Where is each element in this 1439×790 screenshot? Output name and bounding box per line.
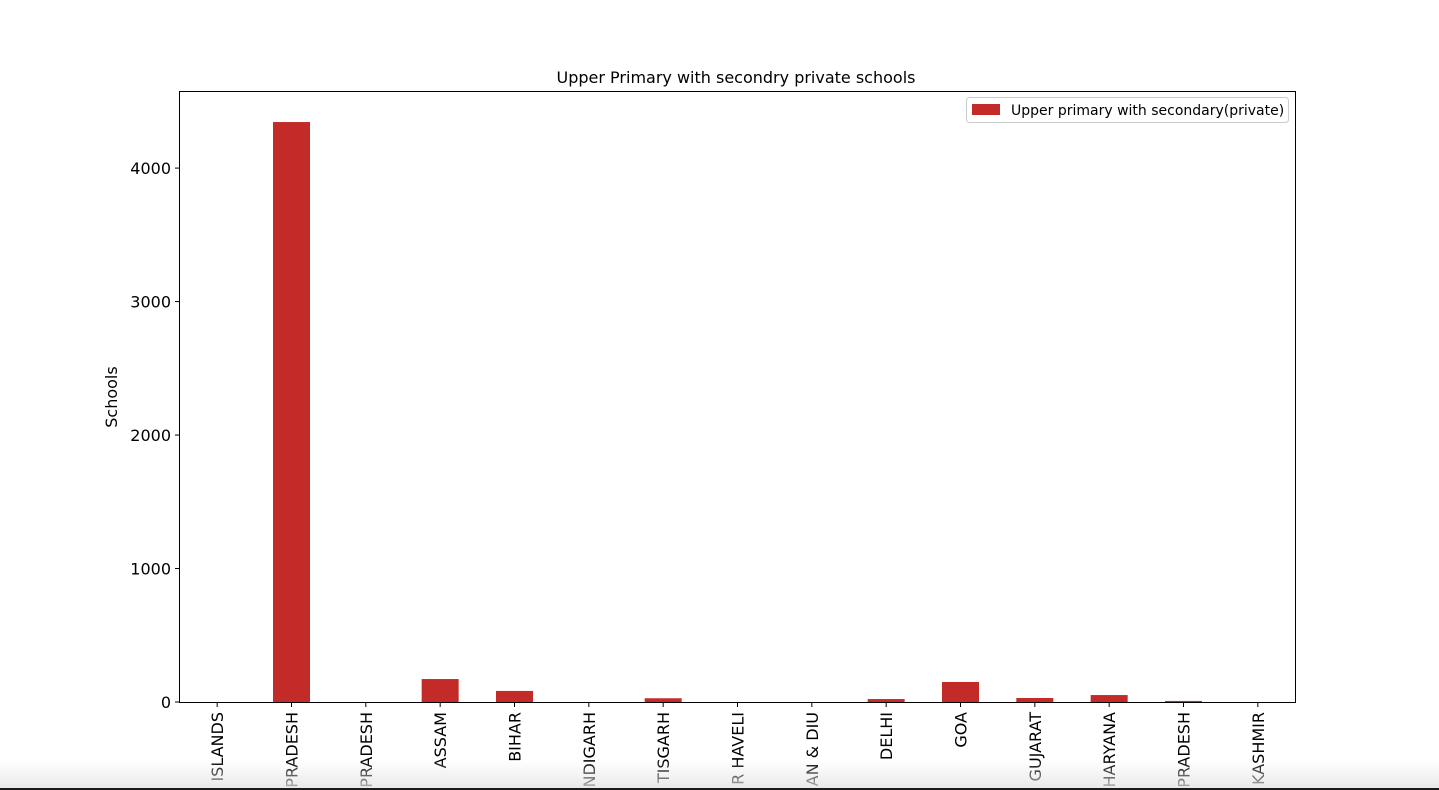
y-tick-label: 0 [161, 693, 171, 712]
x-tick-label: ISLANDS [208, 712, 227, 782]
x-tick-label: TISGARH [654, 712, 673, 784]
y-tick-label: 1000 [130, 560, 171, 579]
x-tick-label: PRADESH [357, 712, 376, 788]
bar [273, 122, 310, 702]
plot-frame [179, 91, 1296, 703]
x-tick-label: HARYANA [1100, 712, 1119, 788]
y-axis-label: Schools [102, 366, 121, 427]
x-tick-label: R HAVELI [729, 712, 748, 785]
x-tick-label: PRADESH [283, 712, 302, 788]
bars-group [273, 122, 1202, 702]
bar [1016, 697, 1054, 702]
bar [942, 681, 979, 702]
x-tick-label: ASSAM [431, 712, 450, 768]
x-tick-label: PRADESH [1175, 712, 1194, 788]
y-tick-label: 2000 [130, 426, 171, 445]
x-tick-label: NDIGARH [580, 712, 599, 788]
y-axis-ticks: 0 1000 2000 3000 4000 [130, 159, 180, 712]
legend-box [966, 97, 1289, 123]
bar [496, 690, 533, 702]
legend-swatch [972, 104, 1000, 115]
x-tick-label: GOA [952, 712, 971, 748]
x-tick-label: GUJARAT [1026, 712, 1045, 782]
legend: Upper primary with secondary(private) [966, 97, 1289, 123]
x-tick-label: KASHMIR [1249, 712, 1268, 785]
legend-label: Upper primary with secondary(private) [1011, 103, 1284, 119]
y-tick-label: 3000 [130, 293, 171, 312]
bar [421, 679, 459, 702]
x-tick-label: BIHAR [506, 712, 525, 762]
x-axis-ticks: ISLANDS PRADESH PRADESH ASSAM BIHAR NDIGARH TI… [208, 702, 1268, 788]
y-tick-label: 4000 [130, 159, 171, 178]
bar [1165, 700, 1202, 702]
bar [867, 699, 905, 702]
bottom-edge-line [0, 788, 1439, 790]
x-tick-label: DELHI [877, 712, 896, 760]
x-tick-label: AN & DIU [803, 712, 822, 786]
chart-title: Upper Primary with secondry private scho… [557, 68, 916, 87]
bar [1090, 695, 1128, 702]
bar [644, 698, 682, 702]
